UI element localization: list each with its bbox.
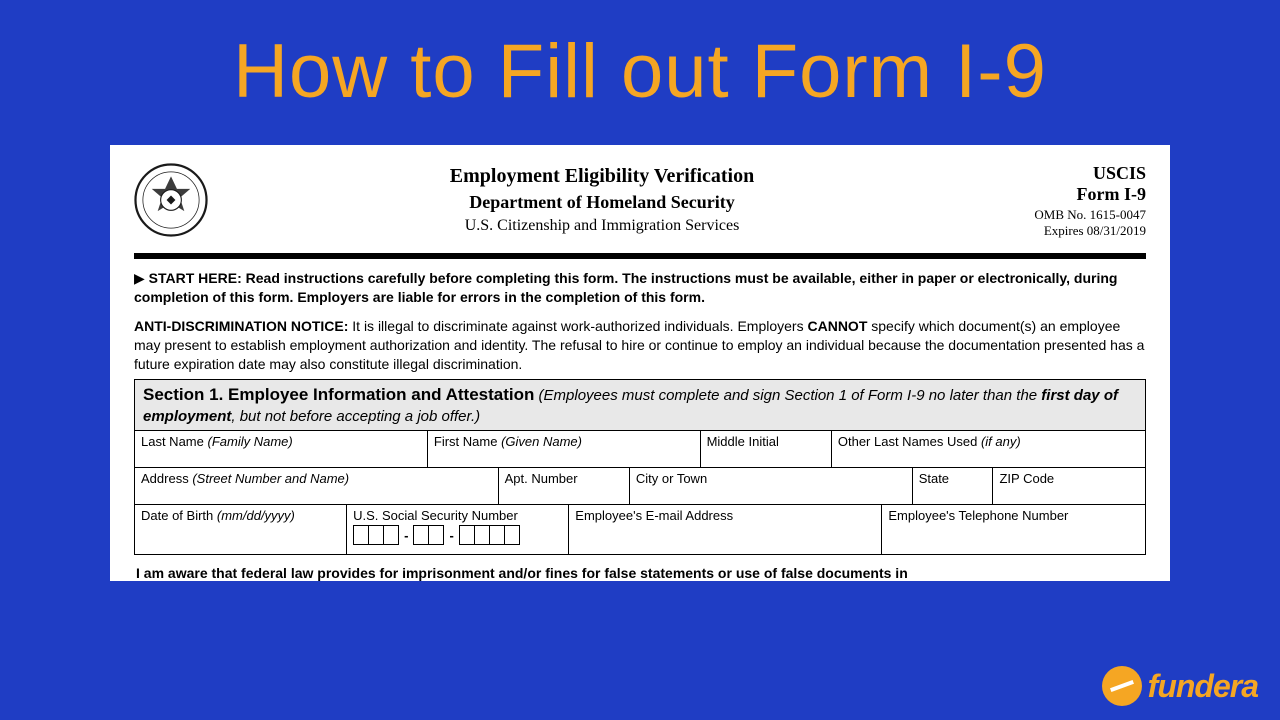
fundera-logo: fundera [1102, 666, 1258, 706]
form-title-3: U.S. Citizenship and Immigration Service… [228, 217, 976, 235]
dhs-seal-icon [134, 163, 208, 237]
middle-initial-cell: Middle Initial [701, 431, 832, 467]
section-1-title: Section 1. Employee Information and Atte… [135, 380, 1145, 431]
anti-discrimination-notice: ANTI-DISCRIMINATION NOTICE: It is illega… [134, 317, 1146, 374]
omb-number: OMB No. 1615-0047 [976, 207, 1146, 223]
state-cell: State [913, 468, 994, 504]
dob-cell: Date of Birth (mm/dd/yyyy) [135, 505, 347, 554]
form-title-2: Department of Homeland Security [228, 192, 976, 213]
triangle-icon: ▶ [134, 270, 145, 286]
fundera-logo-text: fundera [1148, 668, 1258, 705]
expires-date: Expires 08/31/2019 [976, 223, 1146, 239]
apt-cell: Apt. Number [499, 468, 630, 504]
form-header-center: Employment Eligibility Verification Depa… [228, 163, 976, 235]
name-row: Last Name (Family Name) First Name (Give… [135, 431, 1145, 468]
address-cell: Address (Street Number and Name) [135, 468, 499, 504]
address-row: Address (Street Number and Name) Apt. Nu… [135, 468, 1145, 505]
section-1-box: Section 1. Employee Information and Atte… [134, 379, 1146, 555]
city-cell: City or Town [630, 468, 913, 504]
agency-name: USCIS [976, 163, 1146, 184]
fundera-logo-icon [1102, 666, 1142, 706]
form-document: Employment Eligibility Verification Depa… [110, 145, 1170, 581]
first-name-cell: First Name (Given Name) [428, 431, 701, 467]
header-rule [134, 253, 1146, 259]
zip-cell: ZIP Code [993, 468, 1145, 504]
phone-cell: Employee's Telephone Number [882, 505, 1145, 554]
form-header-right: USCIS Form I-9 OMB No. 1615-0047 Expires… [976, 163, 1146, 239]
other-names-cell: Other Last Names Used (if any) [832, 431, 1145, 467]
attestation-text: I am aware that federal law provides for… [134, 565, 1146, 581]
page-title: How to Fill out Form I-9 [0, 0, 1280, 115]
dob-ssn-row: Date of Birth (mm/dd/yyyy) U.S. Social S… [135, 505, 1145, 554]
form-id: Form I-9 [976, 184, 1146, 205]
email-cell: Employee's E-mail Address [569, 505, 882, 554]
form-header: Employment Eligibility Verification Depa… [134, 163, 1146, 249]
ssn-cell: U.S. Social Security Number - - [347, 505, 569, 554]
ssn-input-boxes: - - [353, 525, 520, 545]
form-title-1: Employment Eligibility Verification [228, 165, 976, 188]
last-name-cell: Last Name (Family Name) [135, 431, 428, 467]
start-here-text: ▶ START HERE: Read instructions carefull… [134, 269, 1146, 307]
